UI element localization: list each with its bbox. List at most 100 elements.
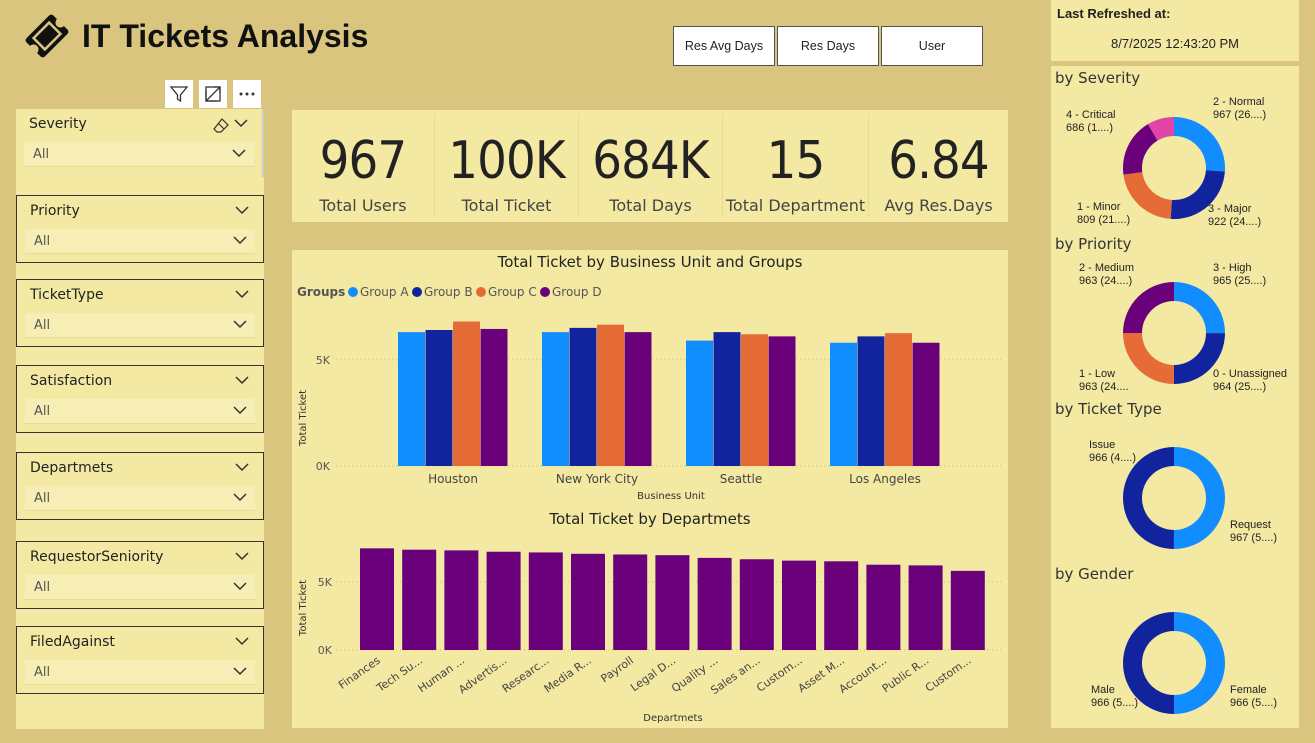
slicer-dropdown[interactable]: All — [25, 486, 255, 511]
user-button[interactable]: User — [881, 26, 983, 66]
bar[interactable] — [950, 570, 985, 650]
donut-label: 2 - Normal 967 (26....) — [1213, 96, 1267, 121]
chart-legend: Group A Group B Group C Group D — [348, 285, 602, 299]
slicer-dropdown[interactable]: All — [25, 313, 255, 338]
slicer-title: RequestorSeniority — [30, 549, 164, 565]
bar[interactable] — [542, 332, 569, 466]
filter-button[interactable] — [165, 80, 193, 108]
bar[interactable] — [613, 554, 648, 650]
bar[interactable] — [569, 327, 597, 466]
slicer-satisfaction[interactable]: Satisfaction All — [16, 365, 264, 433]
donut-slice[interactable] — [1174, 612, 1225, 714]
chevron-down-icon[interactable] — [235, 552, 249, 561]
y-tick-label: 5K — [316, 354, 331, 367]
chevron-down-icon[interactable] — [234, 119, 248, 128]
legend-label: Group B — [424, 285, 473, 299]
donut-slice[interactable] — [1174, 282, 1225, 334]
bar[interactable] — [425, 330, 453, 466]
filter-icon — [169, 86, 189, 103]
x-tick-label: New York City — [556, 472, 638, 486]
slicer-dropdown[interactable]: All — [25, 229, 255, 254]
slicer-title: Satisfaction — [30, 373, 113, 389]
x-tick-label: Custom... — [754, 654, 805, 695]
bar[interactable] — [713, 332, 741, 466]
legend-label: Group C — [488, 285, 537, 299]
bar[interactable] — [686, 340, 713, 466]
donut-label: 2 - Medium 963 (24....) — [1079, 262, 1135, 287]
y-tick-label: 0K — [318, 644, 333, 657]
x-tick-label: Seattle — [720, 472, 762, 486]
bar[interactable] — [444, 550, 479, 650]
chevron-down-icon[interactable] — [235, 376, 249, 385]
donut-slice[interactable] — [1173, 447, 1225, 549]
clear-selections-icon[interactable] — [213, 117, 229, 133]
bar[interactable] — [453, 321, 480, 467]
res-days-button[interactable]: Res Days — [777, 26, 879, 66]
bar[interactable] — [480, 328, 508, 466]
bar[interactable] — [739, 559, 774, 650]
chevron-down-icon — [232, 149, 246, 158]
bar[interactable] — [857, 336, 885, 466]
chevron-down-icon[interactable] — [235, 463, 249, 472]
chevron-down-icon[interactable] — [235, 290, 249, 299]
bar[interactable] — [697, 557, 732, 650]
donut-slice[interactable] — [1123, 282, 1174, 333]
donut-label: Request 967 (5....) — [1230, 519, 1278, 544]
slicer-filed-against[interactable]: FiledAgainst All — [16, 626, 264, 694]
slicer-dropdown[interactable]: All — [25, 660, 255, 685]
ticket-type-donut — [1122, 447, 1225, 549]
bar[interactable] — [624, 332, 652, 466]
bar[interactable] — [741, 334, 768, 466]
donut-slice[interactable] — [1170, 170, 1225, 220]
donut-slice[interactable] — [1122, 447, 1174, 549]
res-avg-days-button[interactable]: Res Avg Days — [673, 26, 775, 66]
slicer-title: Departmets — [30, 460, 114, 476]
x-tick-label: Los Angeles — [849, 472, 921, 486]
slicer-dropdown[interactable]: All — [25, 575, 255, 600]
bar[interactable] — [912, 342, 940, 466]
business-unit-chart: Total Ticket by Business Unit and Groups… — [297, 253, 1002, 502]
legend-marker — [476, 287, 486, 297]
donut-panel: by Severity 4 - Critical 686 (1....) 2 - … — [1051, 66, 1299, 728]
slicer-departments[interactable]: Departmets All — [16, 452, 264, 520]
bar[interactable] — [908, 565, 943, 650]
donut-slice[interactable] — [1174, 117, 1225, 172]
slicer-title: FiledAgainst — [30, 634, 115, 650]
bar[interactable] — [655, 555, 690, 650]
bar[interactable] — [398, 332, 425, 466]
chevron-down-icon[interactable] — [235, 206, 249, 215]
donut-slice[interactable] — [1147, 117, 1174, 141]
bar[interactable] — [782, 560, 816, 650]
donut-slice[interactable] — [1123, 124, 1158, 175]
donut-slice[interactable] — [1123, 172, 1172, 219]
slicer-dropdown[interactable]: All — [25, 399, 255, 424]
slicer-priority[interactable]: Priority All — [16, 195, 264, 263]
bar[interactable] — [360, 548, 394, 650]
slicer-severity[interactable]: Severity All — [16, 109, 264, 177]
bar[interactable] — [486, 551, 521, 650]
chevron-down-icon[interactable] — [235, 637, 249, 646]
bar[interactable] — [824, 561, 859, 650]
bar[interactable] — [768, 336, 796, 466]
donut-label: Female 966 (5....) — [1230, 684, 1278, 709]
kpi-total-ticket: 100K Total Ticket — [435, 110, 578, 222]
donut-slice[interactable] — [1173, 333, 1225, 384]
slicer-ticket-type[interactable]: TicketType All — [16, 279, 264, 347]
y-axis-title: Total Ticket — [298, 390, 309, 447]
donut-slice[interactable] — [1123, 612, 1174, 714]
focus-mode-button[interactable] — [199, 80, 227, 108]
donut-slice[interactable] — [1123, 332, 1174, 384]
bar[interactable] — [528, 552, 563, 650]
bar[interactable] — [571, 553, 605, 650]
x-tick-label: Payroll — [599, 654, 636, 686]
bar[interactable] — [402, 549, 437, 650]
more-options-button[interactable] — [233, 80, 261, 108]
bar[interactable] — [597, 324, 624, 466]
bar[interactable] — [830, 342, 857, 466]
slicer-dropdown[interactable]: All — [24, 142, 254, 167]
bar[interactable] — [866, 564, 901, 650]
bar[interactable] — [885, 333, 912, 466]
donut-label: Male 966 (5....) — [1091, 684, 1139, 709]
chart-title: Total Ticket by Business Unit and Groups — [497, 253, 803, 271]
slicer-requestor-seniority[interactable]: RequestorSeniority All — [16, 541, 264, 609]
